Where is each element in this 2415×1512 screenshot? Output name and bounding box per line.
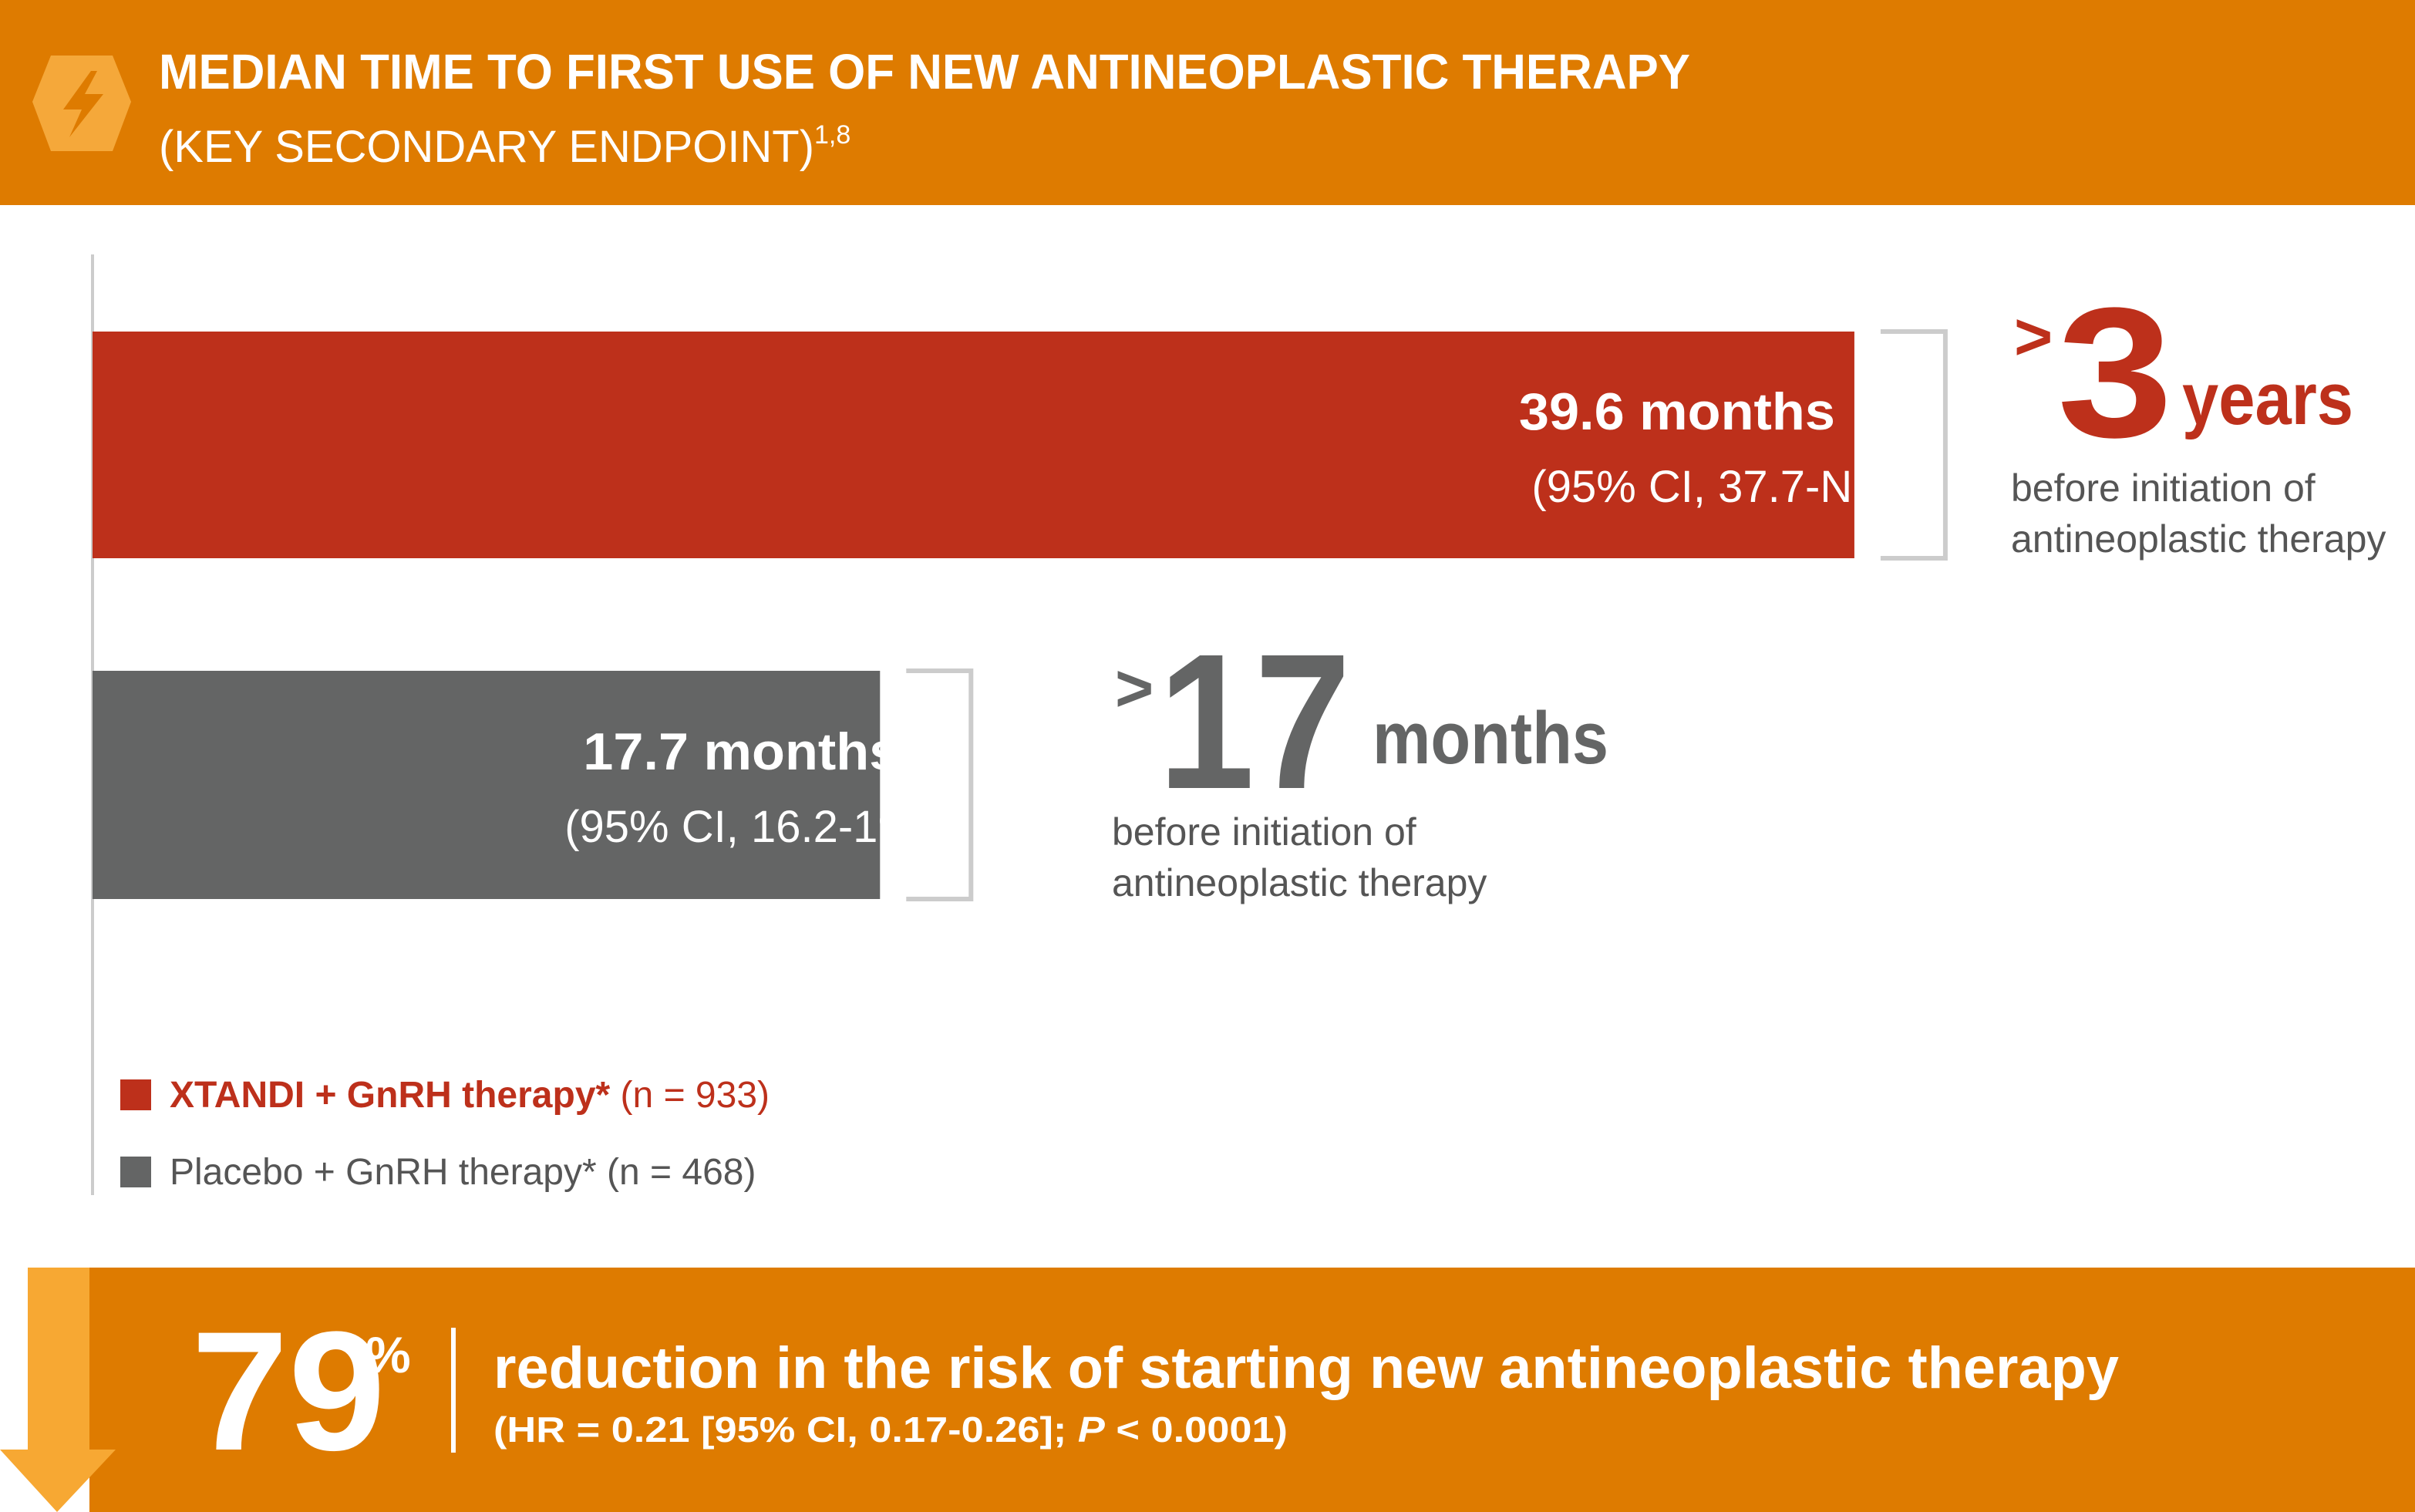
- callout-number: 17: [1158, 614, 1351, 829]
- bracket: [906, 668, 974, 901]
- footer-unit: %: [365, 1326, 411, 1383]
- callout-text: antineoplastic therapy: [1112, 861, 1487, 904]
- header-icon: [32, 56, 131, 151]
- callout-prefix: >: [1115, 652, 1154, 726]
- chart-subtitle: (KEY SECONDARY ENDPOINT)1,8: [159, 120, 850, 172]
- callout-text: before initiation of: [1112, 810, 1416, 854]
- bracket: [1880, 329, 1948, 561]
- bar: [93, 671, 881, 899]
- detail-italic: P: [1078, 1409, 1105, 1450]
- callout-text: before initiation of: [2011, 466, 2316, 510]
- legend-space: [597, 1152, 607, 1193]
- legend-text: Placebo + GnRH therapy* (n = 468): [170, 1152, 756, 1193]
- legend-swatch: [120, 1157, 151, 1187]
- value-label: 39.6 months: [1519, 382, 1835, 441]
- footer-arrow: [0, 1268, 116, 1512]
- value-label: 17.7 months: [583, 722, 899, 781]
- chart-title: MEDIAN TIME TO FIRST USE OF NEW ANTINEOP…: [159, 44, 1690, 99]
- legend-name: Placebo + GnRH therapy*: [170, 1152, 597, 1193]
- callout-prefix: >: [2014, 300, 2053, 374]
- subtitle-ref: 1,8: [814, 120, 850, 150]
- bar: [93, 332, 1854, 558]
- legend-n: (n = 468): [607, 1152, 756, 1193]
- legend-name: XTANDI + GnRH therapy*: [170, 1075, 611, 1116]
- legend-swatch: [120, 1079, 151, 1110]
- footer-headline: reduction in the risk of starting new an…: [493, 1335, 2119, 1401]
- callout-number: 3: [2057, 269, 2173, 476]
- subtitle-text: (KEY SECONDARY ENDPOINT): [159, 122, 814, 172]
- callout-text: antineoplastic therapy: [2011, 517, 2386, 561]
- legend-n: (n = 933): [621, 1075, 770, 1116]
- footer-band: [89, 1268, 2415, 1512]
- legend-space: [610, 1075, 620, 1116]
- detail-text: (HR = 0.21 [95% CI, 0.17-0.26];: [493, 1409, 1078, 1450]
- callout-unit: years: [2182, 358, 2353, 440]
- callout-unit: months: [1373, 697, 1608, 780]
- footer-detail: (HR = 0.21 [95% CI, 0.17-0.26]; P < 0.00…: [493, 1409, 1288, 1450]
- detail-text: < 0.0001): [1105, 1409, 1288, 1450]
- footer-number: 79: [191, 1296, 386, 1486]
- legend-text: XTANDI + GnRH therapy* (n = 933): [170, 1075, 770, 1116]
- header-band: [0, 0, 2415, 205]
- ci-label: (95% CI, 37.7-NR): [1531, 462, 1899, 512]
- ci-label: (95% CI, 16.2-19.7): [564, 802, 955, 852]
